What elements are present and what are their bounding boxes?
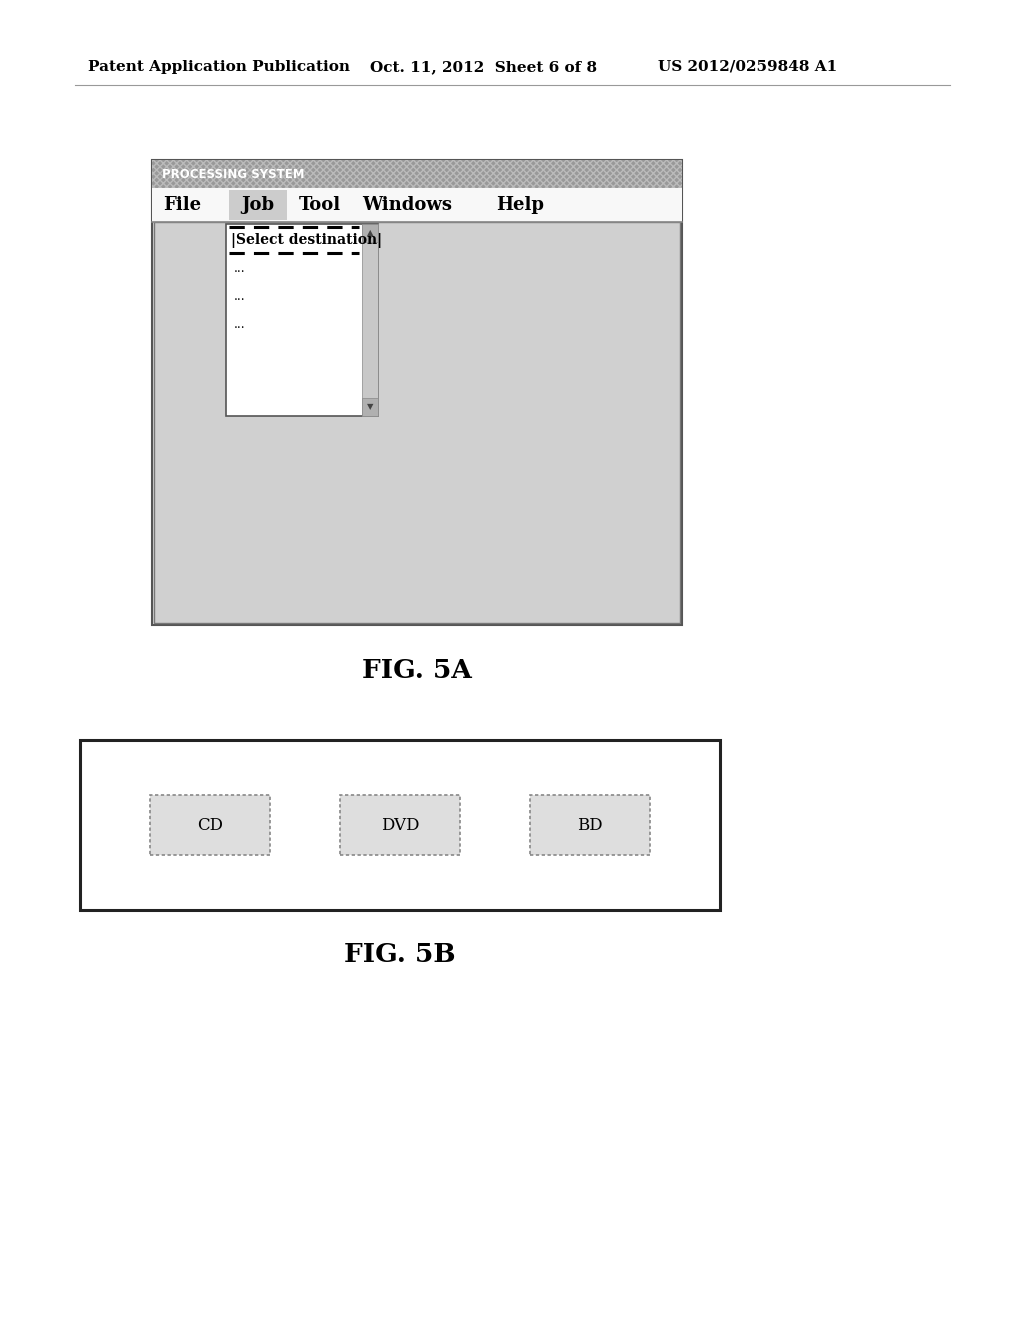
Bar xyxy=(226,224,378,416)
Text: CD: CD xyxy=(197,817,223,833)
Text: ...: ... xyxy=(234,289,246,302)
Bar xyxy=(229,190,287,220)
Text: File: File xyxy=(163,195,201,214)
Text: FIG. 5B: FIG. 5B xyxy=(344,942,456,968)
Bar xyxy=(362,224,378,242)
Bar xyxy=(340,795,460,855)
Text: FIG. 5A: FIG. 5A xyxy=(362,657,472,682)
Text: DVD: DVD xyxy=(381,817,419,833)
Text: |Select destination|: |Select destination| xyxy=(231,234,382,248)
Text: Windows: Windows xyxy=(362,195,452,214)
Text: ...: ... xyxy=(234,261,246,275)
Bar xyxy=(80,741,720,909)
Bar xyxy=(340,795,460,855)
Bar xyxy=(152,160,682,187)
Text: Patent Application Publication: Patent Application Publication xyxy=(88,59,350,74)
Bar xyxy=(152,160,682,187)
Text: ...: ... xyxy=(234,318,246,330)
Bar xyxy=(530,795,650,855)
Bar xyxy=(362,224,378,416)
Bar xyxy=(530,795,650,855)
Text: Tool: Tool xyxy=(299,195,341,214)
Text: Help: Help xyxy=(496,195,544,214)
Text: Oct. 11, 2012  Sheet 6 of 8: Oct. 11, 2012 Sheet 6 of 8 xyxy=(370,59,597,74)
Text: PROCESSING SYSTEM: PROCESSING SYSTEM xyxy=(162,168,304,181)
Bar xyxy=(152,160,682,624)
Text: BD: BD xyxy=(578,817,603,833)
Text: Job: Job xyxy=(242,195,274,214)
Text: US 2012/0259848 A1: US 2012/0259848 A1 xyxy=(658,59,838,74)
Bar xyxy=(362,399,378,416)
Bar xyxy=(154,222,680,623)
Bar xyxy=(150,795,270,855)
Bar xyxy=(150,795,270,855)
Text: ▼: ▼ xyxy=(367,403,374,412)
Bar xyxy=(152,187,682,222)
Text: ▲: ▲ xyxy=(367,228,374,238)
